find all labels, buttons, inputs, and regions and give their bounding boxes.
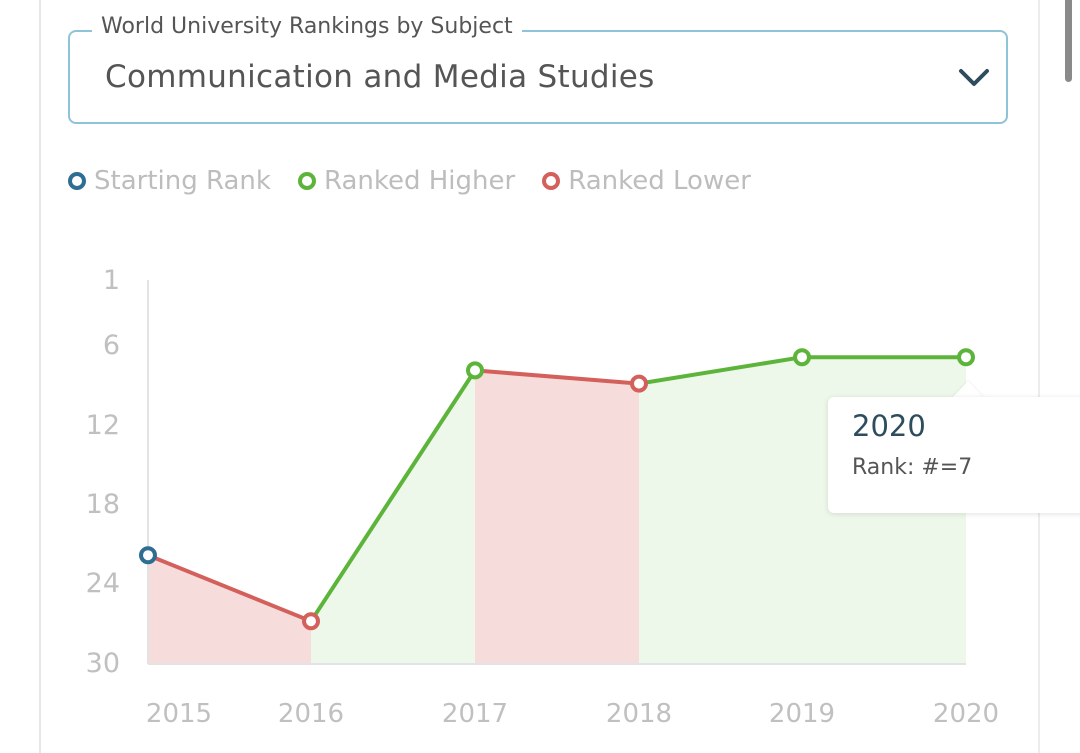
legend-label: Ranked Higher xyxy=(323,166,516,196)
x-axis-ticks: 2015 2016 2017 2018 2019 2020 xyxy=(146,699,999,729)
subject-select-label: World University Rankings by Subject xyxy=(92,12,522,42)
subject-select-value[interactable]: Communication and Media Studies xyxy=(105,59,655,95)
legend-item-ranked-lower[interactable]: Ranked Lower xyxy=(542,166,751,196)
x-tick-label: 2019 xyxy=(769,699,835,729)
chart-lines xyxy=(146,355,968,624)
chart-tooltip: 2020 Rank: #=7 xyxy=(828,397,1080,513)
x-tick-label: 2017 xyxy=(442,699,508,729)
ranked-lower-area xyxy=(148,555,311,664)
data-point-2020[interactable] xyxy=(957,348,975,367)
ranked-higher-line xyxy=(309,368,477,624)
y-tick-label: 18 xyxy=(86,489,120,520)
y-tick-label: 1 xyxy=(103,265,120,296)
panel-right-border xyxy=(1038,0,1040,753)
ranked-lower-line xyxy=(473,368,641,386)
panel-left-border xyxy=(39,0,41,753)
data-point-2019[interactable] xyxy=(793,348,811,367)
y-tick-label: 30 xyxy=(86,648,120,679)
legend-label: Starting Rank xyxy=(94,166,271,196)
x-tick-label: 2016 xyxy=(278,699,344,729)
tooltip-rank: Rank: #=7 xyxy=(852,455,973,480)
tooltip-arrow xyxy=(952,381,984,398)
x-tick-label: 2018 xyxy=(606,699,672,729)
tooltip-year: 2020 xyxy=(852,409,926,443)
data-point-2017[interactable] xyxy=(466,361,484,380)
chart-points xyxy=(139,348,975,631)
data-point-2016[interactable] xyxy=(302,612,320,631)
chevron-down-icon[interactable] xyxy=(957,66,991,90)
ranked-higher-line xyxy=(637,355,804,386)
chart-legend: Starting Rank Ranked Higher Ranked Lower xyxy=(68,166,778,196)
data-point-2015[interactable] xyxy=(139,546,157,565)
ranked-higher-area xyxy=(639,357,802,664)
circle-icon xyxy=(297,172,316,190)
y-tick-label: 6 xyxy=(103,330,120,361)
subject-select[interactable] xyxy=(68,30,1008,124)
legend-label: Ranked Lower xyxy=(568,166,751,196)
data-point-2018[interactable] xyxy=(630,374,648,393)
ranked-lower-line xyxy=(146,553,313,624)
x-tick-label: 2020 xyxy=(933,699,999,729)
legend-item-ranked-higher[interactable]: Ranked Higher xyxy=(297,166,516,196)
y-axis-ticks: 1 6 12 18 24 30 xyxy=(86,265,120,679)
scrollbar-thumb[interactable] xyxy=(1065,0,1072,82)
x-tick-label: 2015 xyxy=(146,699,212,729)
legend-item-starting-rank[interactable]: Starting Rank xyxy=(68,166,271,196)
ranked-lower-area xyxy=(475,370,639,664)
ranked-higher-area xyxy=(311,370,475,664)
circle-icon xyxy=(542,172,561,190)
y-tick-label: 12 xyxy=(86,410,120,441)
circle-icon xyxy=(68,172,86,190)
y-tick-label: 24 xyxy=(86,568,120,599)
